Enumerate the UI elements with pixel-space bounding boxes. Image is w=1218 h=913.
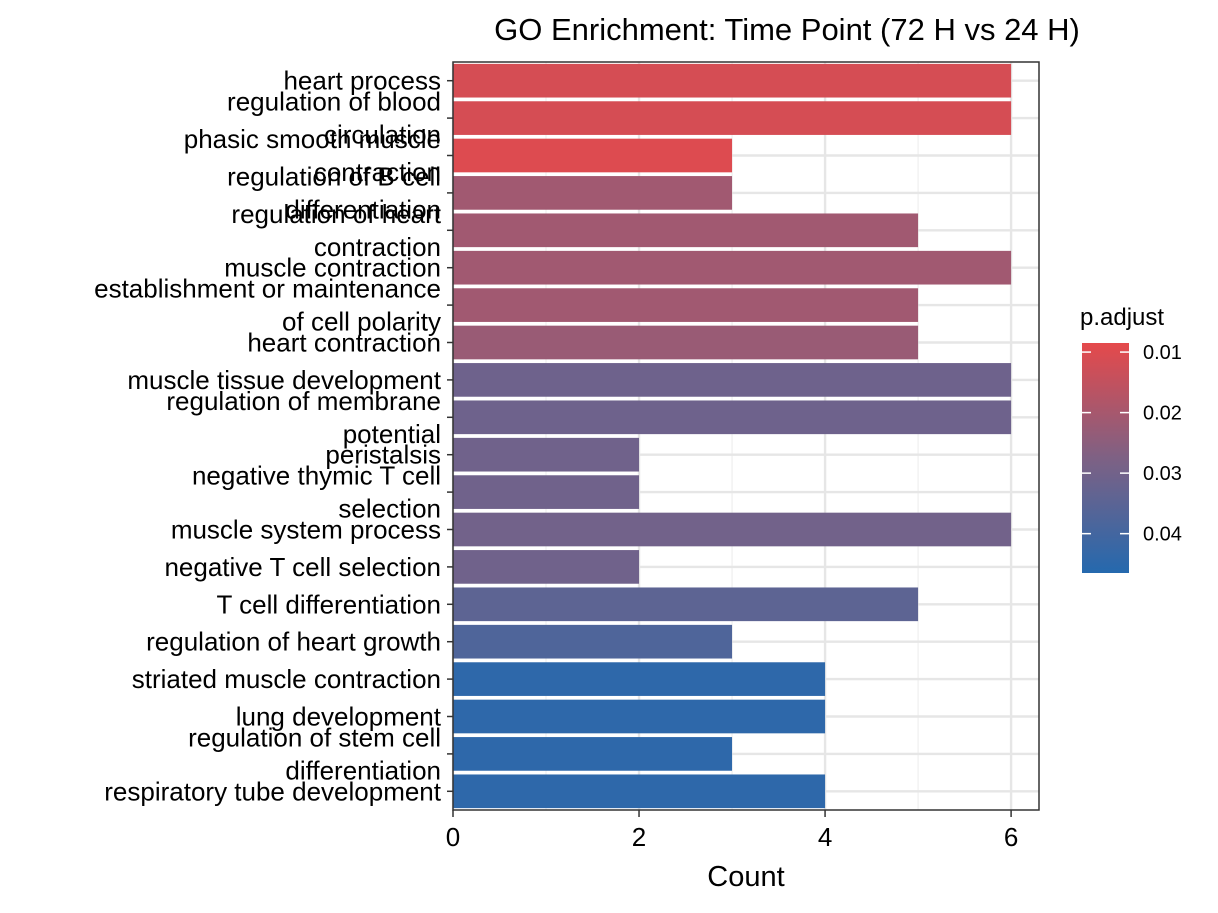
chart-title: GO Enrichment: Time Point (72 H vs 24 H) (494, 12, 1080, 47)
plot-panel-border (452, 61, 1040, 811)
y-tick-label: negative T cell selection (164, 552, 441, 582)
legend-colorbar (1082, 343, 1129, 573)
y-tick-label: regulation of B cell differentiation (227, 161, 441, 224)
y-tick-label: muscle tissue development (127, 365, 441, 395)
bar (453, 737, 733, 771)
grid-layer (451, 62, 1039, 810)
plot-panel (453, 62, 1039, 810)
x-tick-label: 6 (1004, 822, 1018, 852)
legend-tick-label: 0.04 (1143, 524, 1182, 546)
bar (453, 101, 1012, 135)
bar (453, 138, 733, 173)
bar (453, 325, 919, 360)
bar (453, 176, 733, 210)
bar (453, 662, 826, 696)
bar (453, 475, 640, 509)
bar (453, 512, 1012, 547)
y-tick-label: regulation of heart contraction (231, 199, 441, 262)
y-tick-label: muscle contraction (224, 253, 441, 283)
x-tick-label: 2 (632, 822, 646, 852)
y-tick-label: establishment or maintenance of cell pola… (94, 274, 441, 337)
y-tick-label: regulation of membrane potential (166, 386, 441, 449)
bar (453, 550, 640, 584)
x-tick-label: 4 (818, 822, 832, 852)
legend-tick-label: 0.01 (1143, 342, 1182, 364)
y-tick-label: muscle system process (171, 515, 441, 545)
y-tick-label: peristalsis (325, 440, 441, 470)
y-tick-label: regulation of heart growth (146, 627, 441, 657)
legend-title: p.adjust (1080, 304, 1164, 331)
y-tick-label: regulation of stem cell differentiation (188, 722, 441, 785)
y-tick-label: regulation of blood circulation (227, 87, 441, 150)
bar (453, 437, 640, 472)
y-tick-label: phasic smooth muscle contraction (184, 124, 441, 187)
color-legend: p.adjust 0.01 0.02 0.03 0.04 (1080, 304, 1182, 573)
legend-tick-label: 0.03 (1143, 463, 1182, 485)
bar (453, 587, 919, 622)
y-tick-label: respiratory tube development (104, 776, 442, 806)
y-tick-label: striated muscle contraction (132, 664, 441, 694)
bar (453, 363, 1012, 397)
x-tick-label: 0 (446, 822, 460, 852)
y-tick-label: heart process (283, 66, 441, 96)
legend-tick-label: 0.02 (1143, 403, 1182, 425)
bar (453, 213, 919, 248)
x-axis: 0 2 4 6 (446, 810, 1018, 852)
bar (453, 400, 1012, 435)
y-tick-label: T cell differentiation (216, 589, 441, 619)
bar (453, 250, 1012, 285)
bar (453, 699, 826, 734)
bar (453, 624, 733, 659)
y-tick-label: lung development (236, 702, 442, 732)
y-tick-label: heart contraction (247, 328, 441, 358)
bar (453, 63, 1012, 98)
bars-layer (453, 63, 1012, 809)
bar (453, 774, 826, 809)
y-tick-label: negative thymic T cell selection (192, 461, 441, 524)
bar (453, 288, 919, 322)
x-axis-title: Count (707, 861, 784, 893)
